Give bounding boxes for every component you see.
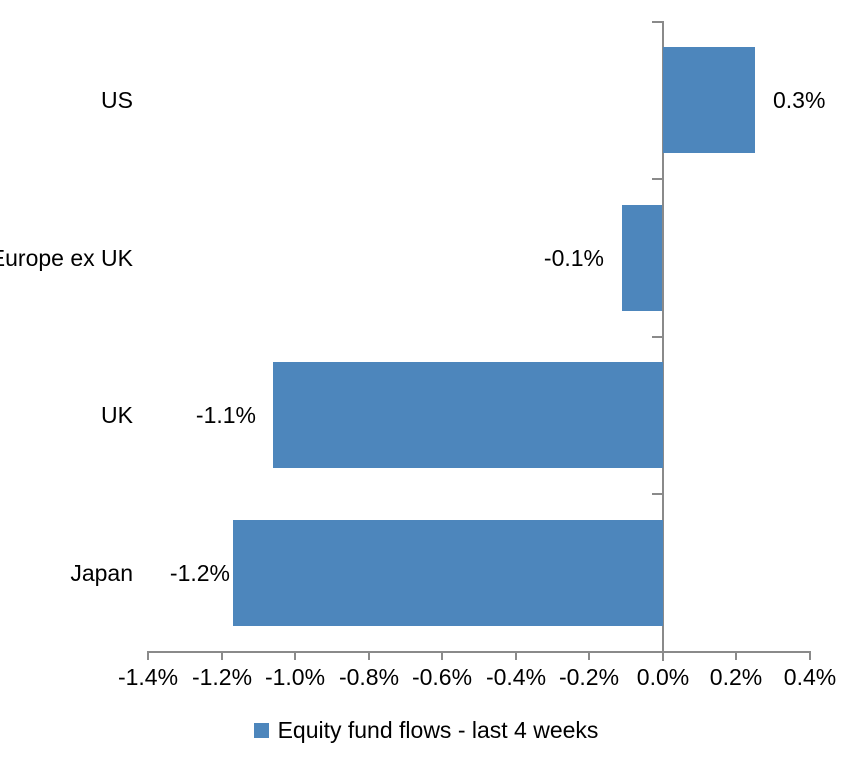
x-axis-tick xyxy=(588,652,590,660)
bar-us xyxy=(663,47,755,153)
legend-label: Equity fund flows - last 4 weeks xyxy=(277,716,599,743)
bar-uk xyxy=(273,362,663,468)
x-axis-tick xyxy=(515,652,517,660)
category-label-japan: Japan xyxy=(70,560,133,586)
legend: Equity fund flows - last 4 weeks xyxy=(0,715,852,745)
category-axis-tick xyxy=(652,21,662,23)
legend-marker-square xyxy=(253,722,269,738)
x-axis-tick xyxy=(147,652,149,660)
bar-japan xyxy=(233,520,663,626)
x-axis-tick xyxy=(221,652,223,660)
x-tick-label: -0.8% xyxy=(338,664,400,690)
bar-europe-ex-uk xyxy=(622,205,662,311)
x-axis-tick xyxy=(735,652,737,660)
x-axis-line xyxy=(147,651,811,653)
value-axis-line xyxy=(662,21,664,661)
category-label-us: US xyxy=(101,87,133,113)
x-tick-label: -0.4% xyxy=(485,664,547,690)
category-label-europe-ex-uk: Europe ex UK xyxy=(0,245,133,271)
x-tick-label: 0.4% xyxy=(783,664,837,690)
x-tick-label: 0.2% xyxy=(709,664,763,690)
x-axis-tick xyxy=(294,652,296,660)
x-tick-label: -1.4% xyxy=(117,664,179,690)
x-axis-tick xyxy=(441,652,443,660)
data-label-japan: -1.2% xyxy=(169,560,230,586)
x-tick-label: -1.2% xyxy=(191,664,253,690)
category-axis-tick xyxy=(652,178,662,180)
data-label-uk: -1.1% xyxy=(195,402,256,428)
x-tick-label: -1.0% xyxy=(264,664,326,690)
category-axis-tick xyxy=(652,493,662,495)
x-axis-tick xyxy=(809,652,811,660)
category-axis-tick xyxy=(652,336,662,338)
category-label-uk: UK xyxy=(101,402,133,428)
data-label-us: 0.3% xyxy=(773,87,826,113)
x-tick-label: -0.2% xyxy=(558,664,620,690)
data-label-europe-ex-uk: -0.1% xyxy=(543,245,604,271)
x-tick-label: 0.0% xyxy=(636,664,690,690)
x-tick-label: -0.6% xyxy=(411,664,473,690)
x-axis-tick xyxy=(368,652,370,660)
